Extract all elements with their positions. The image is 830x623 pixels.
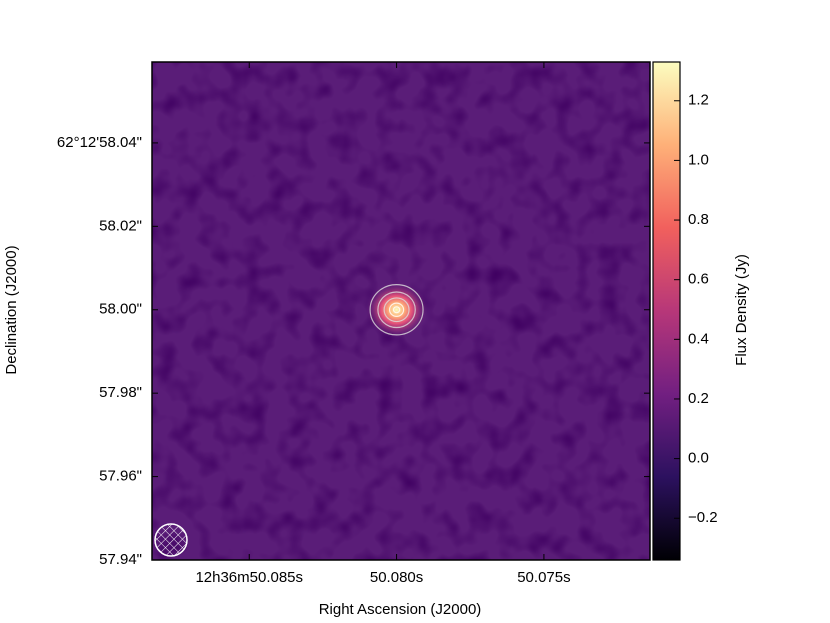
source	[365, 281, 428, 338]
y-tick-label: 62°12'58.04"	[57, 134, 142, 151]
x-tick-label: 50.075s	[517, 569, 570, 586]
colorbar-tick-label: 0.2	[688, 390, 709, 407]
contour	[383, 297, 410, 323]
y-tick-label: 58.02"	[99, 217, 142, 234]
colorbar-tick-label: 1.2	[688, 92, 709, 109]
contour	[377, 291, 416, 329]
contour	[392, 306, 401, 314]
contour	[388, 302, 405, 318]
colorbar-tick-label: 0.8	[688, 211, 709, 228]
beam	[154, 523, 188, 557]
colorbar-tick-label: 1.0	[688, 151, 709, 168]
frame	[151, 61, 651, 561]
x-axis-label: Right Ascension (J2000)	[319, 601, 482, 618]
colorbar-tick-label: −0.2	[688, 509, 718, 526]
contour	[369, 284, 424, 336]
colorbar-tick-label: 0.6	[688, 271, 709, 288]
y-tick-label: 57.96"	[99, 468, 142, 485]
y-axis-label: Declination (J2000)	[3, 245, 20, 374]
y-tick-label: 57.98"	[99, 384, 142, 401]
colorbar	[652, 61, 681, 561]
y-tick-label: 57.94"	[99, 551, 142, 568]
x-tick-label: 12h36m50.085s	[195, 569, 303, 586]
x-tick-label: 50.080s	[370, 569, 423, 586]
colorbar-label: Flux Density (Jy)	[733, 254, 750, 366]
y-tick-label: 58.00"	[99, 301, 142, 318]
colorbar-tick-label: 0.4	[688, 330, 709, 347]
colorbar-tick-label: 0.0	[688, 450, 709, 467]
